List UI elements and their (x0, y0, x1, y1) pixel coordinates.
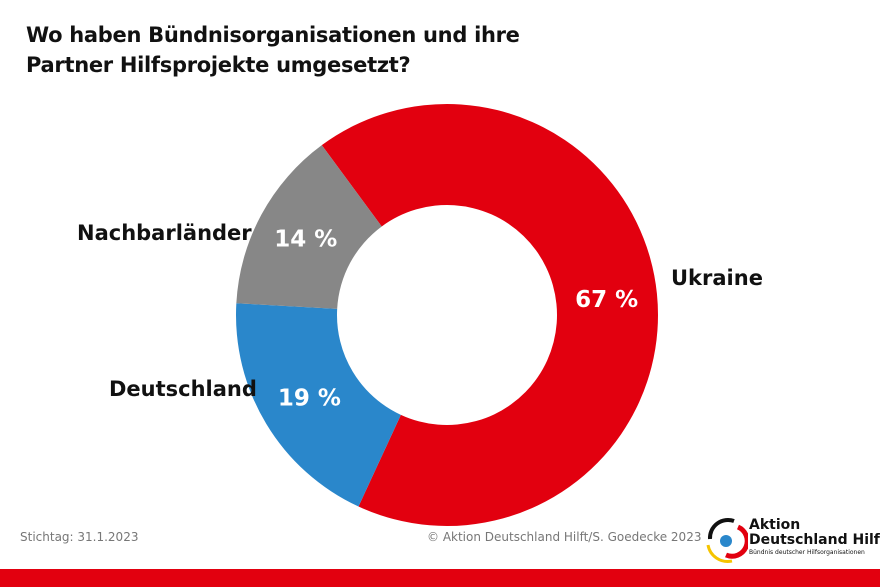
data-label-deutschland: 19 % (278, 386, 341, 412)
title-line-1: Wo haben Bündnisorganisationen und ihre (26, 23, 520, 47)
slice-deutschland (236, 303, 401, 507)
category-label-deutschland: Deutschland (109, 377, 257, 401)
category-label-nachbarlaender: Nachbarländer (77, 221, 252, 245)
logo: Aktion Deutschland Hilft Bündnis deutsch… (704, 515, 880, 565)
title-line-2: Partner Hilfsprojekte umgesetzt? (26, 53, 411, 77)
slice-nachbarländer (236, 145, 382, 309)
slice-ukraine (321, 104, 658, 527)
chart-title: Wo haben Bündnisorganisationen und ihre … (26, 20, 520, 80)
footer-bar (0, 569, 880, 587)
logo-line-1: Aktion (749, 517, 801, 533)
date-note: Stichtag: 31.1.2023 (20, 530, 139, 544)
logo-line-3: Bündnis deutscher Hilfsorganisationen (749, 549, 865, 556)
copyright: © Aktion Deutschland Hilft/S. Goedecke 2… (427, 530, 702, 544)
data-label-nachbarländer: 14 % (274, 227, 337, 253)
data-label-ukraine: 67 % (575, 287, 638, 313)
category-label-ukraine: Ukraine (671, 266, 763, 290)
logo-line-2: Deutschland Hilft (749, 532, 880, 548)
logo-icon (706, 517, 750, 563)
